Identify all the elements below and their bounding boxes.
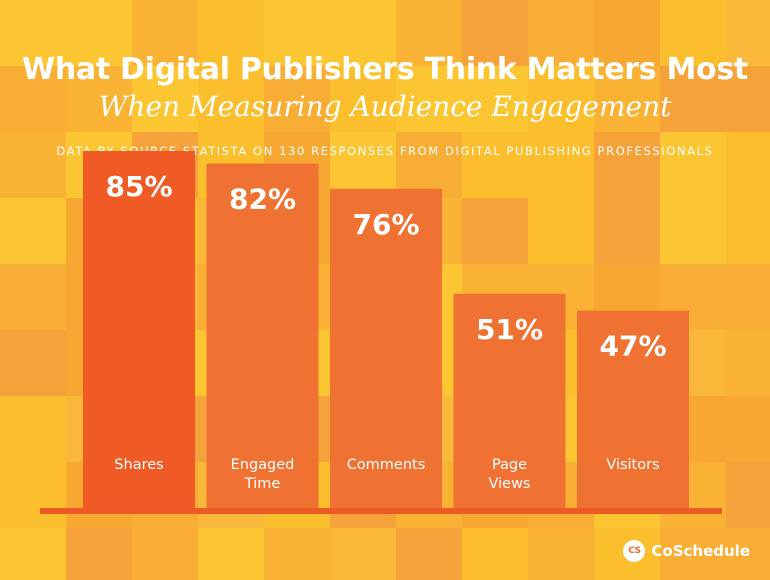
mosaic-tile (594, 0, 660, 66)
mosaic-tile (264, 66, 330, 132)
category-label: Visitors (606, 457, 659, 473)
mosaic-tile (198, 66, 264, 132)
mosaic-tile (528, 66, 594, 132)
mosaic-tile (528, 198, 594, 264)
mosaic-tile (264, 528, 330, 580)
mosaic-tile (396, 132, 462, 198)
mosaic-tile (132, 528, 198, 580)
mosaic-tile (660, 0, 726, 66)
mosaic-tile (660, 528, 726, 580)
bar-shares (83, 151, 195, 508)
value-label: 51% (476, 313, 543, 346)
mosaic-tile (462, 132, 528, 198)
mosaic-tile (66, 0, 132, 66)
coschedule-logo-icon: CS (623, 540, 646, 562)
mosaic-tile (330, 0, 396, 66)
mosaic-tile (726, 132, 770, 198)
mosaic-tile (660, 132, 726, 198)
mosaic-tile (660, 66, 726, 132)
mosaic-tile (726, 330, 770, 396)
mosaic-tile (726, 462, 770, 528)
mosaic-tile (0, 0, 66, 66)
chart-subtitle: When Measuring Audience Engagement (98, 90, 672, 123)
mosaic-tile (396, 66, 462, 132)
mosaic-tile (0, 330, 66, 396)
source-note: DATA BY SOURCE STATISTA ON 130 RESPONSES… (56, 144, 714, 158)
mosaic-tile (528, 528, 594, 580)
mosaic-tile (726, 264, 770, 330)
mosaic-tile (660, 198, 726, 264)
mosaic-tile (0, 396, 66, 462)
brand-name: CoSchedule (651, 542, 750, 560)
mosaic-tile (594, 198, 660, 264)
category-label: Shares (114, 457, 163, 473)
mosaic-tile (264, 0, 330, 66)
mosaic-tile (0, 264, 66, 330)
mosaic-tile (198, 528, 264, 580)
mosaic-tile (132, 66, 198, 132)
chart-baseline (40, 508, 722, 514)
mosaic-tile (66, 528, 132, 580)
bar-page-views (453, 293, 566, 508)
mosaic-tile (198, 0, 264, 66)
category-label: Engaged Time (231, 457, 295, 492)
mosaic-tile (462, 198, 528, 264)
mosaic-tile (0, 528, 66, 580)
mosaic-tile (396, 0, 462, 66)
mosaic-tile (330, 66, 396, 132)
bar-engaged-time (206, 163, 319, 508)
mosaic-tile (462, 66, 528, 132)
mosaic-tile (594, 66, 660, 132)
mosaic-tile (396, 528, 462, 580)
value-label: 82% (229, 183, 296, 216)
value-label: 76% (352, 208, 419, 241)
category-label: Comments (347, 457, 426, 473)
mosaic-tile (594, 132, 660, 198)
mosaic-tile (726, 396, 770, 462)
mosaic-tile (132, 0, 198, 66)
category-label: Page Views (489, 457, 531, 492)
mosaic-tile (726, 198, 770, 264)
mosaic-tile (528, 132, 594, 198)
value-label: 85% (105, 170, 172, 203)
mosaic-tile (726, 0, 770, 66)
brand: CS CoSchedule (623, 540, 750, 562)
mosaic-tile (0, 462, 66, 528)
mosaic-tile (726, 66, 770, 132)
mosaic-tile (528, 0, 594, 66)
mosaic-tile (66, 66, 132, 132)
mosaic-tile (0, 198, 66, 264)
value-label: 47% (599, 330, 666, 363)
bar-comments (330, 188, 442, 509)
mosaic-tile (462, 0, 528, 66)
mosaic-tile (330, 528, 396, 580)
mosaic-tile (0, 66, 66, 132)
mosaic-tile (0, 132, 66, 198)
mosaic-tile (726, 528, 770, 580)
bar-visitors (577, 310, 689, 508)
mosaic-tile (462, 528, 528, 580)
chart-title: What Digital Publishers Think Matters Mo… (22, 52, 748, 87)
mosaic-tile (330, 132, 396, 198)
